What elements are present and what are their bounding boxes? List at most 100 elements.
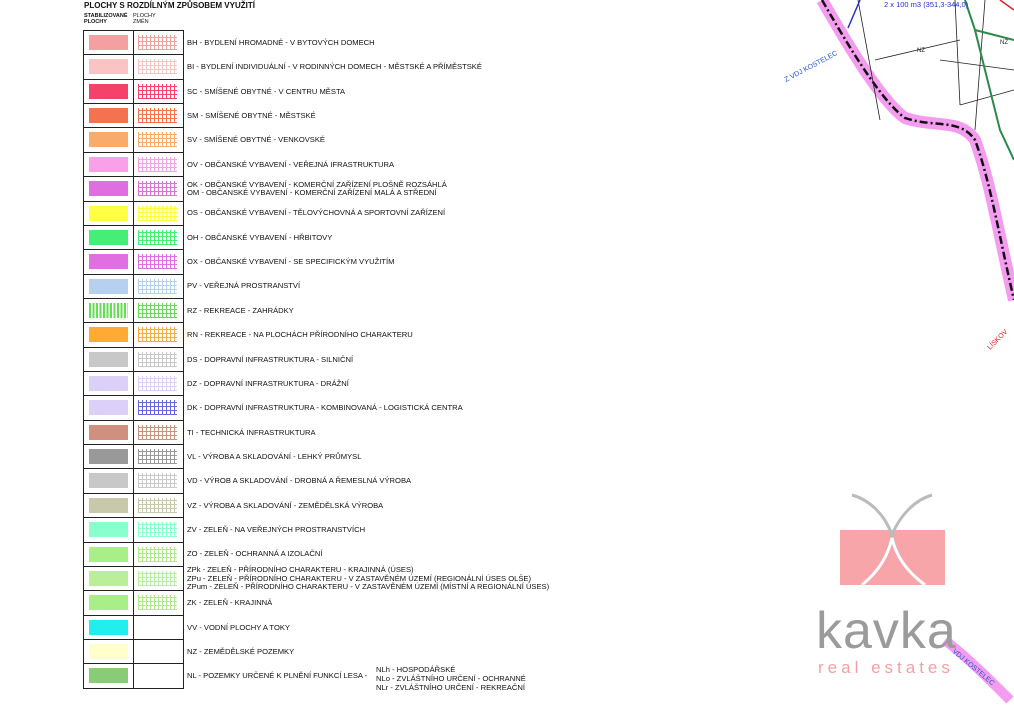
- swatch: [89, 108, 128, 124]
- cell: [84, 591, 134, 615]
- swatch: [89, 181, 128, 197]
- hatch-swatch: [138, 376, 177, 392]
- legend-label: VZ - VÝROBA A SKLADOVÁNÍ - ZEMĚDĚLSKÁ VÝ…: [187, 500, 384, 511]
- label-line: OH - OBČANSKÉ VYBAVENÍ - HŘBITOVY: [187, 232, 333, 242]
- swatch: [89, 400, 128, 416]
- hatch-swatch: [138, 108, 177, 124]
- cell: [84, 323, 134, 347]
- col-header: PLOCHY ZMĚN: [133, 13, 156, 25]
- legend-sublabels: NLh - HOSPODÁŘSKÉ NLo - ZVLÁŠTNÍHO URČENÍ…: [376, 666, 526, 692]
- legend-row: TI - TECHNICKÁ INFRASTRUKTURA: [84, 420, 316, 446]
- swatch: [89, 570, 128, 586]
- swatch: [89, 59, 128, 75]
- legend-row: DK - DOPRAVNÍ INFRASTRUKTURA - KOMBINOVA…: [84, 396, 463, 421]
- map-label: 2 x 100 m3 (351,3-344,0): [884, 0, 969, 9]
- swatch: [89, 619, 128, 635]
- hatch-swatch: [138, 254, 177, 270]
- legend-label: NL - POZEMKY URČENÉ K PLNĚNÍ FUNKCÍ LESA…: [187, 672, 367, 681]
- legend-label: NZ - ZEMĚDĚLSKÉ POZEMKY: [187, 646, 295, 657]
- label-line: SV - SMÍŠENÉ OBYTNÉ - VENKOVSKÉ: [187, 135, 325, 145]
- legend-row: SV - SMÍŠENÉ OBYTNÉ - VENKOVSKÉ: [84, 128, 325, 153]
- col-header-line: PLOCHY: [133, 13, 156, 19]
- cell: [84, 347, 134, 372]
- hatch-swatch: [138, 181, 177, 197]
- cell: [84, 31, 134, 55]
- label-line: BH - BYDLENÍ HROMADNÉ - V BYTOVÝCH DOMEC…: [187, 37, 375, 47]
- hatch-swatch: [138, 205, 177, 221]
- hatch-swatch: [138, 449, 177, 465]
- label-line: VZ - VÝROBA A SKLADOVÁNÍ - ZEMĚDĚLSKÁ VÝ…: [187, 500, 384, 510]
- hatch-swatch: [138, 59, 177, 75]
- legend-label: DS - DOPRAVNÍ INFRASTRUKTURA - SILNIČNÍ: [187, 355, 353, 365]
- hatch-swatch: [138, 570, 177, 586]
- legend-row: VZ - VÝROBA A SKLADOVÁNÍ - ZEMĚDĚLSKÁ VÝ…: [84, 493, 383, 519]
- label-line: ZPum - ZELEŇ - PŘÍRODNÍHO CHARAKTERU - V…: [187, 582, 550, 592]
- legend-label: OV - OBČANSKÉ VYBAVENÍ - VEŘEJNÁ IFRASTR…: [187, 160, 394, 170]
- legend-row: VL - VÝROBA A SKLADOVÁNÍ - LEHKÝ PRŮMYSL: [84, 445, 361, 470]
- label-line: RN - REKREACE - NA PLOCHÁCH PŘÍRODNÍHO C…: [187, 330, 413, 340]
- legend-label: RN - REKREACE - NA PLOCHÁCH PŘÍRODNÍHO C…: [187, 331, 413, 340]
- cell: [84, 225, 134, 250]
- map-label: VDJ KOSTELEC: [951, 648, 996, 687]
- label-line: SC - SMÍŠENÉ OBYTNÉ - V CENTRU MĚSTA: [187, 86, 346, 96]
- map-label: NZ: [917, 48, 925, 54]
- cell: [84, 445, 134, 469]
- cell: [84, 469, 134, 493]
- swatch: [89, 668, 128, 684]
- label-line: DK - DOPRAVNÍ INFRASTRUKTURA - KOMBINOVA…: [187, 403, 463, 413]
- hatch-swatch: [138, 229, 177, 245]
- cell: [84, 396, 134, 420]
- swatch: [89, 643, 128, 659]
- swatch: [89, 254, 128, 270]
- cell: [84, 152, 134, 177]
- cell: [84, 298, 134, 323]
- swatch: [89, 205, 128, 221]
- legend-label: VV - VODNÍ PLOCHY A TOKY: [187, 622, 290, 633]
- legend-label: PV - VEŘEJNÁ PROSTRANSTVÍ: [187, 282, 300, 291]
- hatch-swatch: [138, 83, 177, 99]
- logo-tagline: real estates: [818, 658, 954, 677]
- legend-label: ZPk - ZELEŇ - PŘÍRODNÍHO CHARAKTERU - KR…: [187, 566, 549, 592]
- label-line: ZPk - ZELEŇ - PŘÍRODNÍHO CHARAKTERU - KR…: [187, 565, 414, 575]
- label-line: PV - VEŘEJNÁ PROSTRANSTVÍ: [187, 281, 301, 291]
- legend-row: ZO - ZELEŇ - OCHRANNÁ A IZOLAČNÍ: [84, 542, 322, 567]
- legend-label: SC - SMÍŠENÉ OBYTNÉ - V CENTRU MĚSTA: [187, 86, 346, 97]
- legend-label: SM - SMÍŠENÉ OBYTNÉ - MĚSTSKÉ: [187, 111, 316, 121]
- legend-row: OS - OBČANSKÉ VYBAVENÍ - TĚLOVÝCHOVNÁ A …: [84, 201, 445, 226]
- hatch-swatch: [138, 473, 177, 489]
- col-header-line: PLOCHY: [84, 19, 107, 25]
- label-line: OS - OBČANSKÉ VYBAVENÍ - TĚLOVÝCHOVNÁ A …: [187, 208, 446, 218]
- road: [964, 0, 1014, 161]
- legend-label: OH - OBČANSKÉ VYBAVENÍ - HŘBITOVY: [187, 232, 333, 243]
- legend-row: BH - BYDLENÍ HROMADNÉ - V BYTOVÝCH DOMEC…: [84, 31, 375, 56]
- label-line: VL - VÝROBA A SKLADOVÁNÍ - LEHKÝ PRŮMYSL: [187, 452, 362, 461]
- label-line: OX - OBČANSKÉ VYBAVENÍ - SE SPECIFICKÝM …: [187, 257, 395, 267]
- col-header-line: ZMĚN: [133, 19, 149, 25]
- cell: [84, 420, 134, 445]
- swatch: [89, 522, 128, 538]
- cell: [84, 542, 134, 566]
- logo-curve: [861, 537, 926, 587]
- legend-row: NL - POZEMKY URČENÉ K PLNĚNÍ FUNKCÍ LESA…: [84, 664, 526, 691]
- label-line: VV - VODNÍ PLOCHY A TOKY: [187, 622, 290, 632]
- legend-label: RZ - REKREACE - ZAHRÁDKY: [187, 306, 294, 316]
- boundary: [816, 0, 1014, 302]
- col-header: STABILIZOVANÉ PLOCHY: [84, 13, 128, 25]
- legend-row: OH - OBČANSKÉ VYBAVENÍ - HŘBITOVY: [84, 225, 332, 251]
- hatch-swatch: [138, 132, 177, 148]
- hatch-swatch: [138, 546, 177, 562]
- legend-row: ZV - ZELEŇ - NA VEŘEJNÝCH PROSTRANSTVÍCH: [84, 518, 365, 543]
- swatch: [89, 83, 128, 99]
- label-line: NZ - ZEMĚDĚLSKÉ POZEMKY: [187, 646, 295, 656]
- cell: [84, 104, 134, 128]
- legend-row: VD - VÝROB A SKLADOVÁNÍ - DROBNÁ A ŘEMES…: [84, 469, 411, 494]
- cell: [84, 372, 134, 396]
- hatch-swatch: [138, 35, 177, 50]
- legend-label: ZK - ZELEŇ - KRAJINNÁ: [187, 599, 272, 608]
- hatch-swatch: [138, 400, 177, 416]
- legend-table: BH - BYDLENÍ HROMADNÉ - V BYTOVÝCH DOMEC…: [83, 30, 549, 691]
- parcel-line: [857, 0, 1014, 131]
- legend-label: ZO - ZELEŇ - OCHRANNÁ A IZOLAČNÍ: [187, 550, 322, 559]
- sublabel-line: NLr - ZVLÁŠTNÍHO URČENÍ - REKREAČNÍ: [376, 682, 525, 692]
- legend-label: TI - TECHNICKÁ INFRASTRUKTURA: [187, 428, 316, 438]
